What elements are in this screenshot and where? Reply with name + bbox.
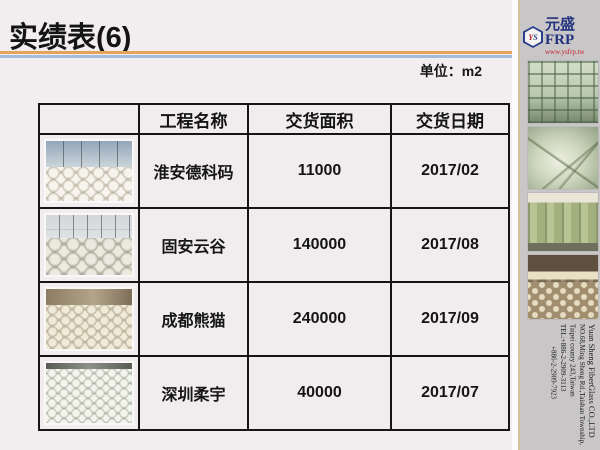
sidebar-photo-ceiling xyxy=(527,60,599,124)
delivery-area: 11000 xyxy=(247,133,392,209)
delivery-date: 2017/02 xyxy=(390,133,510,209)
delivery-area: 40000 xyxy=(247,355,392,431)
header-project-name: 工程名称 xyxy=(138,103,249,135)
project-name: 成都熊猫 xyxy=(138,281,249,357)
delivery-date: 2017/08 xyxy=(390,207,510,283)
sidebar-photo-tank xyxy=(527,126,599,190)
sidebar-photo-tank-row xyxy=(527,192,599,252)
company-address-block: Yuan Sheng FiberGlass CO.,LTD NO.68,Ming… xyxy=(522,324,598,448)
project-name: 淮安德科码 xyxy=(138,133,249,209)
photo-sky xyxy=(46,363,132,369)
sidebar-photo-factory xyxy=(527,254,599,320)
project-photo xyxy=(44,361,134,425)
title-rule-blue xyxy=(0,55,512,58)
header-delivery-date: 交货日期 xyxy=(390,103,510,135)
slide-title: 实绩表(6) xyxy=(9,22,132,54)
header-photo-cell xyxy=(38,103,140,135)
sidebar-divider xyxy=(512,0,520,450)
project-name: 固安云谷 xyxy=(138,207,249,283)
performance-table: 工程名称 交货面积 交货日期 淮安德科码 11000 2017/02 固安云谷 … xyxy=(38,103,510,431)
company-fax: +886-2-2909-7923 xyxy=(549,346,558,399)
company-name: Yuan Sheng FiberGlass CO.,LTD xyxy=(587,324,597,438)
delivery-date: 2017/09 xyxy=(390,281,510,357)
delivery-area: 140000 xyxy=(247,207,392,283)
website-url: www.ysfrp.tw xyxy=(545,48,585,56)
company-phone: TEL:+886-2-2909-3113 xyxy=(559,324,567,392)
photo-sky xyxy=(46,289,132,305)
delivery-area: 240000 xyxy=(247,281,392,357)
table-row: 成都熊猫 240000 2017/09 xyxy=(38,281,510,357)
company-address-line: Taipei county 243,Taiwan xyxy=(568,324,577,397)
project-name: 深圳柔宇 xyxy=(138,355,249,431)
logo-monogram-y: Y xyxy=(528,32,534,42)
photo-sky xyxy=(46,141,132,168)
unit-label: 单位：m2 xyxy=(419,63,482,79)
title-rule-orange xyxy=(0,51,512,54)
table-row: 深圳柔宇 40000 2017/07 xyxy=(38,355,510,431)
logo-monogram-s: S xyxy=(533,32,538,42)
table-header-row: 工程名称 交货面积 交货日期 xyxy=(38,103,510,135)
photo-sky xyxy=(46,215,132,238)
project-photo xyxy=(44,213,134,277)
photo-cylinder-field xyxy=(46,304,132,349)
brand-name: 元盛FRP xyxy=(545,17,576,48)
delivery-date: 2017/07 xyxy=(390,355,510,431)
photo-cylinder-field xyxy=(46,369,132,423)
photo-cylinder-field xyxy=(46,237,132,275)
photo-cylinder-field xyxy=(46,167,132,201)
header-delivery-area: 交货面积 xyxy=(247,103,392,135)
company-address-line: NO.68,Ming Sheng Rd.,Taishan Township, xyxy=(578,324,586,446)
project-photo xyxy=(44,287,134,351)
project-photo xyxy=(44,139,134,203)
table-row: 淮安德科码 11000 2017/02 xyxy=(38,133,510,209)
table-row: 固安云谷 140000 2017/08 xyxy=(38,207,510,283)
